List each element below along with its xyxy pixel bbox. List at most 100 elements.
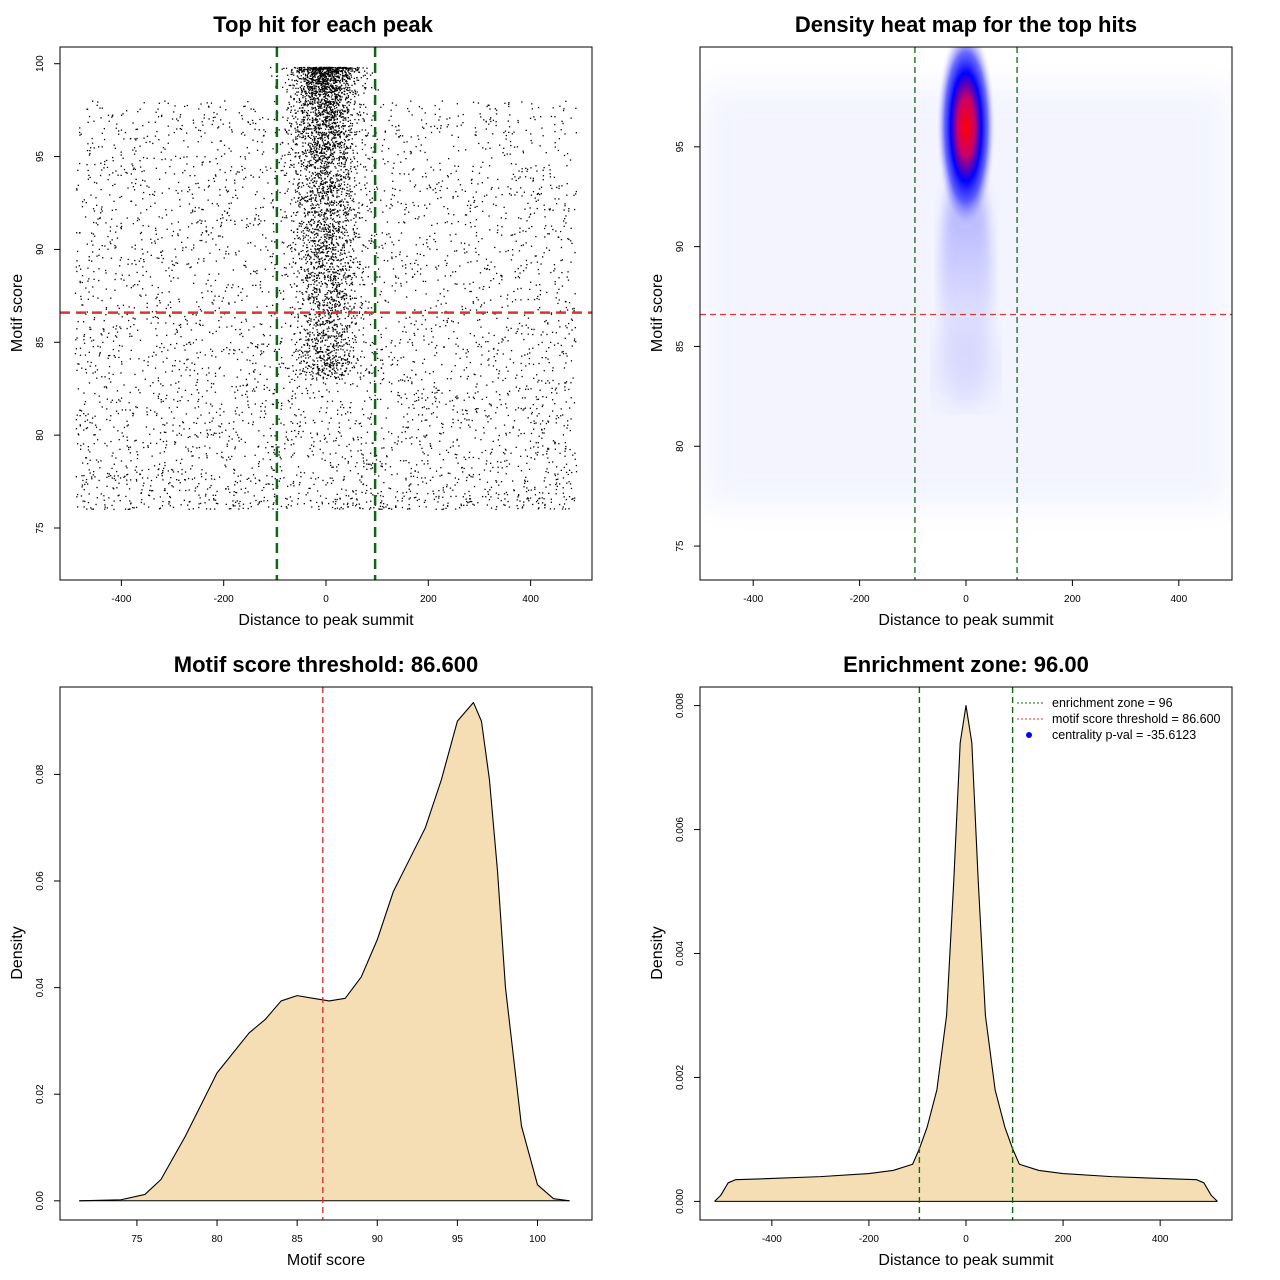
data-point [93, 339, 95, 341]
data-point [518, 494, 520, 496]
data-point [177, 120, 179, 122]
data-point [394, 275, 397, 277]
data-point [544, 236, 546, 238]
data-point [446, 187, 448, 189]
data-point [285, 174, 287, 176]
data-point [269, 334, 271, 337]
data-point [252, 421, 254, 423]
data-point [233, 472, 235, 474]
data-point [328, 71, 330, 73]
data-point [189, 436, 191, 438]
data-point [185, 318, 187, 321]
data-point [330, 152, 332, 154]
data-point [350, 450, 352, 452]
data-point [466, 204, 469, 207]
data-point [254, 369, 256, 371]
data-point [321, 370, 324, 372]
data-point [463, 399, 465, 401]
data-point [363, 112, 365, 114]
data-point [400, 202, 402, 205]
data-point [382, 372, 385, 374]
data-point [367, 247, 369, 250]
data-point [463, 369, 465, 371]
data-point [338, 195, 340, 198]
data-point [152, 490, 154, 492]
data-point [431, 403, 434, 405]
data-point [92, 295, 94, 297]
data-point [391, 194, 394, 196]
data-point [452, 441, 454, 443]
data-point [503, 424, 506, 426]
data-point [163, 467, 165, 469]
data-point [474, 437, 476, 439]
data-point [383, 482, 385, 484]
data-point [158, 463, 161, 465]
data-point [526, 385, 528, 387]
data-point [553, 508, 556, 510]
data-point [198, 108, 200, 110]
data-point [176, 479, 178, 481]
data-point [122, 304, 125, 306]
data-point [526, 462, 528, 465]
data-point [485, 463, 487, 465]
data-point [201, 297, 204, 299]
data-point [501, 279, 503, 281]
data-point [541, 437, 543, 439]
data-point [363, 245, 365, 247]
data-point [525, 230, 527, 233]
data-point [263, 129, 265, 131]
data-point [116, 331, 119, 333]
data-point [343, 308, 345, 310]
data-point [77, 363, 79, 365]
data-point [161, 343, 163, 345]
data-point [459, 184, 462, 186]
data-point [513, 490, 515, 492]
data-point [515, 240, 517, 242]
data-point [301, 68, 303, 70]
data-point [568, 322, 570, 325]
data-point [509, 432, 511, 434]
data-point [351, 308, 353, 310]
data-point [198, 398, 200, 401]
data-point [147, 364, 149, 367]
data-point [508, 103, 510, 105]
data-point [435, 266, 437, 268]
data-point [98, 254, 100, 256]
data-point [332, 272, 334, 274]
data-point [266, 475, 268, 477]
data-point [97, 297, 99, 299]
data-point [524, 449, 527, 451]
data-point [281, 326, 283, 328]
data-point [224, 210, 226, 212]
data-point [510, 327, 512, 329]
data-point [244, 167, 246, 170]
data-point [171, 209, 173, 212]
data-point [85, 287, 87, 289]
data-point [179, 229, 181, 231]
data-point [492, 119, 495, 121]
data-point [250, 506, 252, 508]
data-point [364, 284, 366, 286]
data-point [318, 101, 320, 103]
data-point [472, 474, 475, 476]
data-point [391, 359, 394, 361]
data-point [453, 331, 455, 333]
data-point [308, 68, 310, 70]
data-point [490, 507, 493, 509]
data-point [487, 341, 489, 343]
data-point [423, 215, 425, 217]
data-point [553, 176, 556, 178]
data-point [311, 262, 313, 264]
data-point [463, 456, 465, 458]
data-point [139, 339, 142, 341]
data-point [263, 134, 265, 137]
data-point [263, 388, 265, 390]
data-point [190, 212, 192, 214]
data-point [407, 379, 409, 382]
data-point [563, 367, 566, 369]
data-point [312, 150, 314, 153]
data-point [332, 153, 334, 155]
data-point [541, 357, 543, 359]
data-point [346, 256, 348, 258]
data-point [259, 281, 262, 283]
